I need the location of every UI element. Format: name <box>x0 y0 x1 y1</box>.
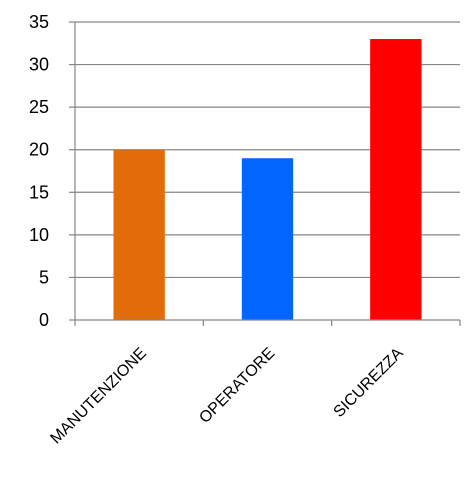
axes <box>69 21 461 326</box>
bar-sicurezza <box>370 39 422 321</box>
y-tick-label: 20 <box>29 140 49 160</box>
y-tick-label: 35 <box>29 12 49 32</box>
x-category-label: SICUREZZA <box>331 345 407 421</box>
y-tick-label: 15 <box>29 182 49 202</box>
bar-operatore <box>241 158 294 320</box>
x-category-labels: MANUTENZIONE OPERATORE SICUREZZA <box>47 345 406 448</box>
x-category-label: OPERATORE <box>196 345 278 427</box>
y-tick-labels: 0 5 10 15 20 25 30 35 <box>29 12 49 330</box>
x-category-label: MANUTENZIONE <box>47 345 150 448</box>
bars <box>113 39 422 321</box>
y-tick-label: 30 <box>29 55 49 75</box>
y-tick-label: 10 <box>29 225 49 245</box>
y-tick-label: 0 <box>39 310 49 330</box>
y-tick-label: 5 <box>39 267 49 287</box>
y-tick-label: 25 <box>29 97 49 117</box>
bar-manutenzione <box>113 149 165 320</box>
